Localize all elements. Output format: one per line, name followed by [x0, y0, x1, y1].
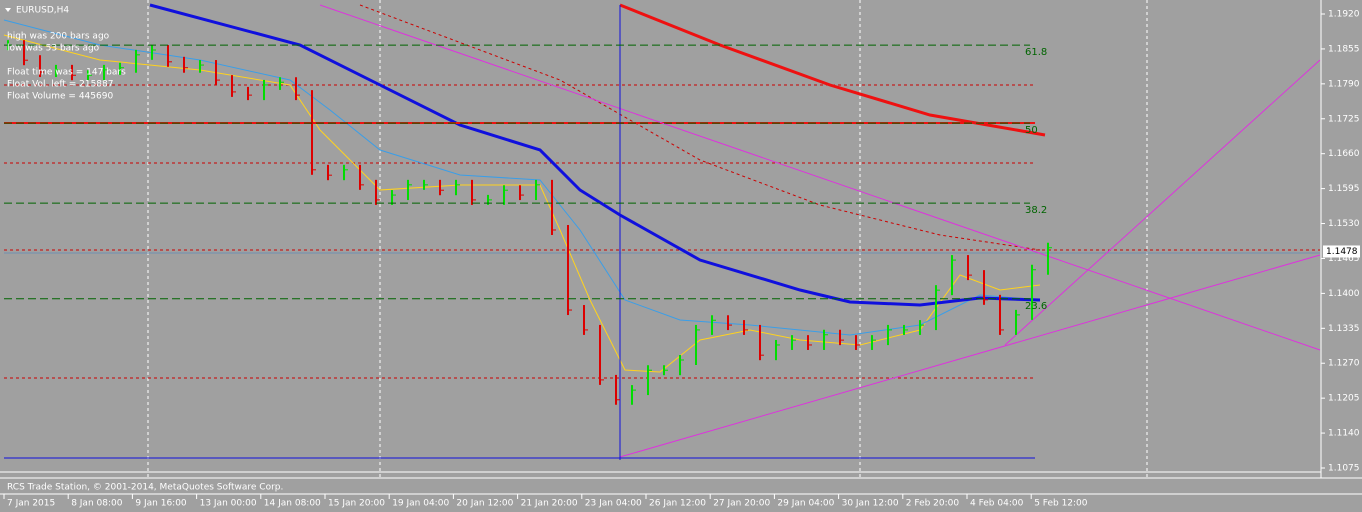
y-tick-label: 1.1140: [1328, 429, 1360, 439]
x-tick-label: 26 Jan 12:00: [649, 499, 706, 509]
x-tick-label: 4 Feb 04:00: [970, 499, 1024, 509]
x-tick-label: 5 Feb 12:00: [1034, 499, 1088, 509]
fib-label: 38.2: [1025, 205, 1047, 216]
y-tick-label: 1.1465: [1328, 254, 1360, 264]
y-tick-label: 1.1075: [1328, 464, 1360, 474]
y-tick-label: 1.1205: [1328, 394, 1360, 404]
current-price-box: [1323, 245, 1360, 258]
y-tick-label: 1.1270: [1328, 359, 1360, 369]
y-tick-label: 1.1920: [1328, 10, 1360, 20]
fib-label: 61.8: [1025, 47, 1047, 58]
y-tick-label: 1.1725: [1328, 114, 1360, 124]
x-tick-label: 8 Jan 08:00: [71, 499, 123, 509]
fib-label: 50: [1025, 125, 1038, 136]
current-price-label: 1.1478: [1326, 247, 1358, 257]
x-tick-label: 23 Jan 04:00: [585, 499, 642, 509]
y-tick-label: 1.1660: [1328, 149, 1360, 159]
x-tick-label: 21 Jan 20:00: [521, 499, 578, 509]
fibonacci: 61.8 50 38.2 23.6: [4, 44, 1047, 312]
x-tick-label: 9 Jan 16:00: [135, 499, 187, 509]
info-text: Float Vol. left = 215887: [7, 80, 113, 90]
symbol-title: EURUSD,H4: [16, 6, 69, 16]
x-tick-label: 13 Jan 00:00: [200, 499, 257, 509]
info-text: Float time was = 147 bars: [7, 68, 126, 78]
level-lines: [4, 4, 1320, 379]
price-bars: [7, 40, 1052, 405]
x-tick-label: 2 Feb 20:00: [906, 499, 960, 509]
y-tick-label: 1.1335: [1328, 324, 1360, 334]
x-tick-label: 14 Jan 08:00: [264, 499, 321, 509]
time-grid: [147, 0, 1148, 478]
x-tick-label: 29 Jan 04:00: [777, 499, 834, 509]
y-tick-label: 1.1595: [1328, 184, 1360, 194]
y-tick-label: 1.1855: [1328, 44, 1360, 54]
fib-label: 23.6: [1025, 301, 1047, 312]
info-text: high was 200 bars ago: [7, 32, 110, 42]
x-tick-label: 27 Jan 20:00: [713, 499, 770, 509]
menu-arrow[interactable]: [5, 8, 11, 12]
y-tick-label: 1.1530: [1328, 219, 1360, 229]
copyright: RCS Trade Station, © 2001-2014, MetaQuot…: [7, 483, 283, 493]
info-text: Float Volume = 445690: [7, 92, 113, 102]
x-tick-label: 30 Jan 12:00: [842, 499, 899, 509]
axes: 1.1920 1.1855 1.1790 1.1725 1.1660 1.1595 1.15…: [3, 10, 1360, 509]
x-tick-label: 19 Jan 04:00: [392, 499, 449, 509]
x-tick-label: 7 Jan 2015: [7, 499, 55, 509]
info-text: low was 53 bars ago: [7, 44, 100, 54]
x-tick-label: 20 Jan 12:00: [456, 499, 513, 509]
y-tick-label: 1.1400: [1328, 289, 1360, 299]
x-tick-label: 15 Jan 20:00: [328, 499, 385, 509]
y-tick-label: 1.1790: [1328, 79, 1360, 89]
